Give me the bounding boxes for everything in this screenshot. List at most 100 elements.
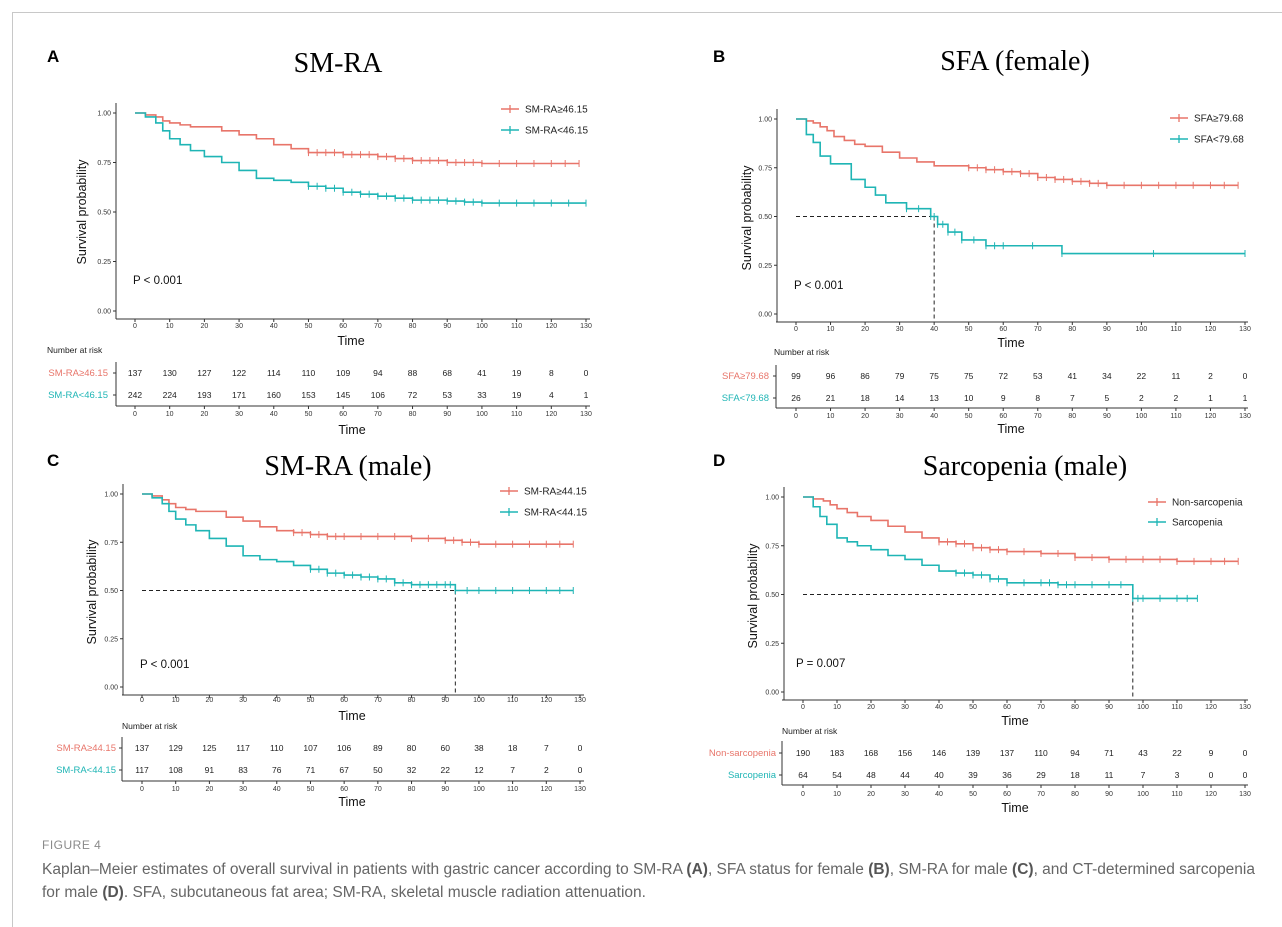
x-tick-label: 10 [166, 323, 174, 330]
risk-row-label: Sarcopenia [728, 770, 777, 781]
risk-count: 5 [1104, 393, 1109, 403]
risk-count: 7 [1141, 770, 1146, 780]
risk-x-tick-label: 30 [239, 786, 247, 793]
x-tick-label: 90 [443, 323, 451, 330]
risk-count: 4 [549, 390, 554, 400]
panel-title: SM-RA [294, 48, 383, 79]
risk-count: 13 [929, 393, 939, 403]
risk-x-tick-label: 70 [1037, 791, 1045, 798]
risk-count: 39 [968, 770, 978, 780]
caption-panel-ref: (A) [686, 861, 708, 878]
risk-count: 106 [337, 743, 351, 753]
risk-count: 110 [270, 743, 284, 753]
risk-table-title: Number at risk [774, 347, 830, 357]
x-tick-label: 90 [1105, 704, 1113, 711]
risk-count: 117 [236, 743, 250, 753]
x-tick-label: 60 [1003, 704, 1011, 711]
risk-count: 171 [232, 390, 246, 400]
risk-count: 106 [371, 390, 385, 400]
risk-x-tick-label: 120 [1205, 791, 1217, 798]
risk-x-tick-label: 60 [1003, 791, 1011, 798]
risk-count: 130 [163, 368, 177, 378]
risk-row-label: SM-RA≥46.15 [48, 368, 108, 379]
risk-count: 75 [929, 371, 939, 381]
risk-row-label: SFA≥79.68 [722, 371, 769, 382]
risk-count: 83 [238, 765, 248, 775]
risk-count: 44 [900, 770, 910, 780]
risk-count: 38 [474, 743, 484, 753]
risk-table-title: Number at risk [47, 345, 103, 355]
x-tick-label: 50 [305, 323, 313, 330]
caption-text: Kaplan–Meier estimates of overall surviv… [42, 858, 1267, 904]
risk-count: 96 [826, 371, 836, 381]
y-axis-label: Survival probability [85, 539, 99, 645]
x-tick-label: 80 [409, 323, 417, 330]
risk-count: 50 [373, 765, 383, 775]
risk-count: 109 [336, 368, 350, 378]
risk-count: 60 [440, 743, 450, 753]
x-tick-label: 110 [1170, 326, 1181, 333]
risk-count: 137 [135, 743, 149, 753]
risk-count: 0 [1243, 770, 1248, 780]
risk-count: 22 [1172, 748, 1182, 758]
y-tick-label: 0.75 [97, 160, 111, 167]
y-tick-label: 0.50 [758, 214, 772, 221]
risk-x-tick-label: 100 [473, 786, 485, 793]
risk-count: 168 [864, 748, 878, 758]
risk-count: 64 [798, 770, 808, 780]
panel-b: B SFA (female)0.000.250.500.751.000 10 20 30… [713, 46, 1251, 436]
y-axis-label: Survival probability [75, 159, 89, 265]
risk-x-tick-label: 50 [965, 413, 973, 420]
risk-row-label: Non-sarcopenia [709, 748, 777, 759]
x-tick-label: 100 [1136, 326, 1148, 333]
x-tick-label: 90 [1103, 326, 1111, 333]
risk-x-tick-label: 40 [270, 411, 278, 418]
risk-x-tick-label: 30 [896, 413, 904, 420]
panel-d: D Sarcopenia (male) 0.00 0.25 0.50 0.75 1.00 0 1… [709, 451, 1251, 815]
x-tick-label: 0 [140, 697, 144, 704]
risk-table-title: Number at risk [782, 726, 838, 736]
x-tick-label: 110 [507, 697, 518, 704]
risk-count: 79 [895, 371, 905, 381]
risk-count: 110 [302, 368, 316, 378]
risk-count: 108 [169, 765, 183, 775]
x-tick-label: 50 [965, 326, 973, 333]
panel-letter: D [713, 451, 725, 470]
risk-count: 8 [549, 368, 554, 378]
risk-count: 153 [301, 390, 315, 400]
risk-x-tick-label: 90 [443, 411, 451, 418]
risk-x-tick-label: 70 [374, 411, 382, 418]
risk-count: 122 [232, 368, 246, 378]
risk-x-tick-label: 60 [999, 413, 1007, 420]
risk-count: 114 [267, 368, 281, 378]
y-tick-label: 1.00 [765, 495, 779, 502]
x-tick-label: 120 [545, 323, 557, 330]
x-tick-label: 120 [540, 697, 552, 704]
risk-table-x-label: Time [338, 795, 365, 809]
risk-table-x-label: Time [1001, 801, 1028, 815]
risk-count: 11 [1105, 770, 1114, 780]
risk-count: 94 [373, 368, 383, 378]
risk-count: 7 [510, 765, 515, 775]
risk-x-tick-label: 10 [833, 791, 841, 798]
risk-x-tick-label: 50 [969, 791, 977, 798]
y-tick-label: 1.00 [758, 117, 772, 124]
x-tick-label: 130 [1239, 326, 1251, 333]
risk-count: 160 [267, 390, 281, 400]
y-tick-label: 0.00 [758, 312, 772, 319]
risk-count: 193 [197, 390, 211, 400]
caption-segment: , SM-RA for male [889, 861, 1013, 878]
risk-count: 72 [408, 390, 418, 400]
risk-count: 21 [826, 393, 836, 403]
risk-count: 10 [964, 393, 974, 403]
x-tick-label: 70 [1034, 326, 1042, 333]
x-tick-label: 130 [1239, 704, 1251, 711]
risk-x-tick-label: 120 [540, 786, 552, 793]
y-tick-label: 0.25 [104, 636, 118, 643]
risk-count: 224 [163, 390, 177, 400]
risk-count: 43 [1138, 748, 1148, 758]
risk-count: 22 [440, 765, 450, 775]
y-tick-label: 0.50 [765, 592, 779, 599]
x-tick-label: 120 [1205, 704, 1217, 711]
x-tick-label: 60 [999, 326, 1007, 333]
